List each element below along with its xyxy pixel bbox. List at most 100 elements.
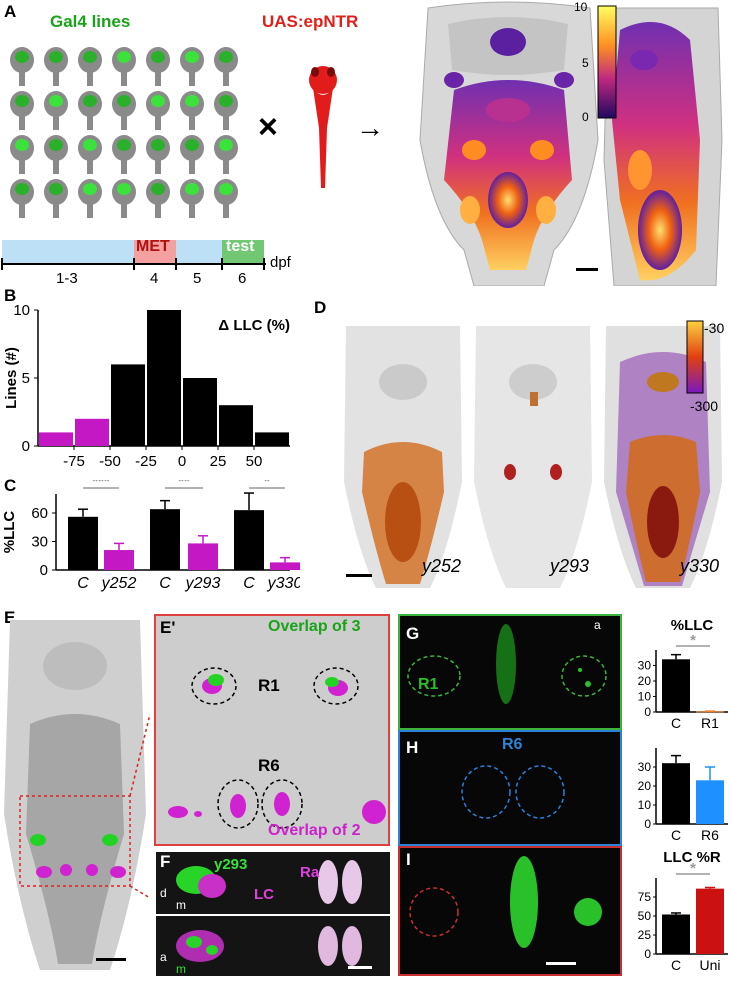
category-label: y293 xyxy=(185,575,221,592)
h-region-label: R6 xyxy=(502,736,523,753)
f-lc-label: LC xyxy=(254,886,274,903)
larva-body xyxy=(189,202,195,218)
brain-e-prime xyxy=(154,614,390,846)
y-tick-label: 5 xyxy=(22,370,30,387)
larva-body xyxy=(121,158,127,174)
larva-expression xyxy=(219,95,233,107)
significance-marker: * xyxy=(690,860,696,877)
panel-label-h: H xyxy=(406,738,419,757)
histogram-bar xyxy=(255,432,289,446)
larva-body xyxy=(19,114,25,130)
x-tick-label: -25 xyxy=(135,453,157,470)
category-label: C xyxy=(243,575,255,592)
scale-bar-d xyxy=(346,574,372,577)
panel-label-g: G xyxy=(406,624,420,643)
category-label: C xyxy=(671,715,681,731)
larva-expression xyxy=(15,51,29,63)
y-tick-label: 0 xyxy=(22,438,30,455)
image-h xyxy=(398,730,622,846)
brain-d-y293 xyxy=(474,326,592,588)
y-tick-label: 50 xyxy=(638,909,652,923)
category-label: y252 xyxy=(101,575,137,592)
bar xyxy=(662,914,690,954)
y-tick-label: 20 xyxy=(638,674,652,688)
bar xyxy=(696,888,724,954)
histogram-bar xyxy=(183,378,217,446)
bar xyxy=(188,543,218,570)
chart-c-ylabel: %LLC xyxy=(1,511,18,554)
r6-label-e: R6 xyxy=(258,756,280,775)
d-label-y252: y252 xyxy=(422,556,462,576)
x-tick-label: 0 xyxy=(178,453,186,470)
larva-body xyxy=(189,158,195,174)
larva-body xyxy=(53,114,59,130)
larva-body xyxy=(87,158,93,174)
y-tick-label: 30 xyxy=(638,760,652,774)
histogram-bar xyxy=(111,364,145,446)
ntr-larva-drawing xyxy=(309,66,337,188)
larva-expression xyxy=(185,51,199,63)
y-tick-label: 20 xyxy=(638,779,652,793)
timeline xyxy=(1,240,266,270)
larva-body xyxy=(53,158,59,174)
scale-bar-f xyxy=(348,966,372,969)
bar xyxy=(234,510,264,570)
timeline-day-1-3: 1-3 xyxy=(56,270,78,287)
timeline-day-5: 5 xyxy=(193,270,202,287)
larva-expression xyxy=(83,51,97,63)
chart-b: 0 5 10 -75 -50 -25 0 25 50 Δ LLC (%) Lines (#) xyxy=(3,302,290,470)
timeline-day-4: 4 xyxy=(150,270,159,287)
g-region-label: R1 xyxy=(418,676,439,693)
larva-expression xyxy=(49,183,63,195)
panel-label-a: A xyxy=(4,2,17,21)
larva-expression xyxy=(15,95,29,107)
larva-expression xyxy=(83,95,97,107)
d-label-y293: y293 xyxy=(550,556,590,576)
larva-body xyxy=(53,202,59,218)
brain-e xyxy=(4,620,150,970)
bar xyxy=(662,659,690,712)
larva-body xyxy=(155,114,161,130)
chart-b-title: Δ LLC (%) xyxy=(218,317,290,334)
larva-body xyxy=(87,114,93,130)
larva-body xyxy=(87,202,93,218)
larva-body xyxy=(87,70,93,86)
brain-d-y330 xyxy=(604,326,722,588)
larva-body xyxy=(155,158,161,174)
colorbar-a-mid: 5 xyxy=(582,56,589,70)
y-tick-label: 10 xyxy=(638,690,652,704)
larva-expression xyxy=(219,139,233,151)
x-tick-label: 25 xyxy=(210,453,227,470)
category-label: y330 xyxy=(267,575,300,592)
larva-expression xyxy=(185,183,199,195)
y-tick-label: 60 xyxy=(31,505,48,522)
histogram-bar xyxy=(219,405,253,446)
larva-expression xyxy=(83,183,97,195)
image-i xyxy=(398,846,622,976)
category-label: C xyxy=(159,575,171,592)
f-axis-m2: m xyxy=(176,962,186,976)
colorbar-a xyxy=(597,5,617,119)
chart-b-ylabel: Lines (#) xyxy=(3,347,20,409)
category-label: C xyxy=(671,827,681,843)
timeline-day-6: 6 xyxy=(238,270,247,287)
larva-body xyxy=(19,202,25,218)
bar xyxy=(104,550,134,570)
panel-label-i: I xyxy=(406,850,411,869)
y-tick-label: 0 xyxy=(644,947,651,961)
x-tick-label: -75 xyxy=(63,453,85,470)
larva-expression xyxy=(151,139,165,151)
scale-bar-a xyxy=(576,268,598,271)
colorbar-d xyxy=(686,320,704,394)
bar xyxy=(270,562,300,570)
r1-label-e: R1 xyxy=(258,676,280,695)
panel-label-f: F xyxy=(160,852,171,871)
larva-expression xyxy=(15,183,29,195)
timeline-met: MET xyxy=(136,238,170,255)
y-tick-label: 30 xyxy=(638,659,652,673)
bar xyxy=(696,780,724,824)
brain-heatmap-lateral xyxy=(603,7,723,286)
panel-label-d: D xyxy=(314,298,327,317)
image-f-dorsal xyxy=(156,852,390,914)
